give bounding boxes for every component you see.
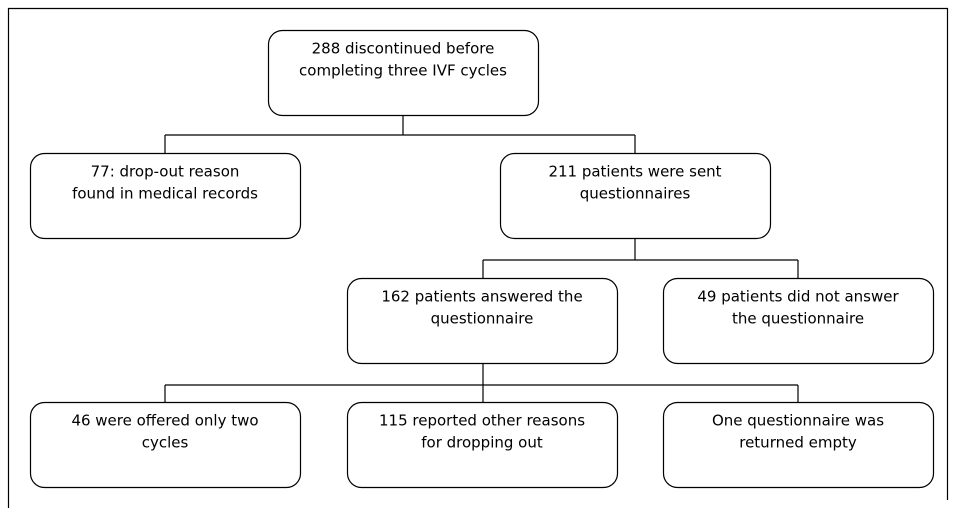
node-box bbox=[499, 152, 772, 240]
node-label: 211 patients were sent bbox=[548, 163, 721, 181]
node-box bbox=[346, 401, 619, 489]
node: 46 were offered only two cycles bbox=[29, 401, 302, 489]
node-box bbox=[29, 401, 302, 489]
node-label: cycles bbox=[142, 434, 189, 452]
node-box bbox=[662, 277, 935, 365]
connector bbox=[482, 238, 799, 278]
node-label: the questionnaire bbox=[732, 310, 864, 328]
connector bbox=[164, 113, 636, 153]
node-label: 162 patients answered the bbox=[381, 288, 582, 306]
node-label: questionnaires bbox=[580, 185, 691, 203]
node-box bbox=[267, 29, 540, 117]
node: 77: drop-out reason found in medical reco… bbox=[29, 152, 302, 240]
node-label: returned empty bbox=[739, 434, 857, 452]
node-label: found in medical records bbox=[72, 185, 258, 203]
frame bbox=[7, 7, 949, 508]
node-label: 288 discontinued before bbox=[312, 40, 495, 58]
node-label: 115 reported other reasons bbox=[379, 412, 585, 430]
node-label: completing three IVF cycles bbox=[299, 62, 507, 80]
nodes: 288 discontinued before completing three … bbox=[29, 29, 935, 489]
node-label: 46 were offered only two bbox=[71, 412, 258, 430]
node-label: One questionnaire was bbox=[712, 412, 884, 430]
connector bbox=[164, 363, 799, 402]
node: One questionnaire was returned empty bbox=[662, 401, 935, 489]
node: 115 reported other reasons for dropping o… bbox=[346, 401, 619, 489]
node-label: questionnaire bbox=[431, 310, 534, 328]
node-label: for dropping out bbox=[421, 434, 543, 452]
node: 162 patients answered the questionnaire bbox=[346, 277, 619, 365]
node-box bbox=[346, 277, 619, 365]
node-label: 49 patients did not answer bbox=[697, 288, 899, 306]
node-box bbox=[29, 152, 302, 240]
node-box bbox=[662, 401, 935, 489]
node: 288 discontinued before completing three … bbox=[267, 29, 540, 117]
node: 211 patients were sent questionnaires bbox=[499, 152, 772, 240]
node-label: 77: drop-out reason bbox=[91, 163, 240, 181]
node: 49 patients did not answer the questionna… bbox=[662, 277, 935, 365]
